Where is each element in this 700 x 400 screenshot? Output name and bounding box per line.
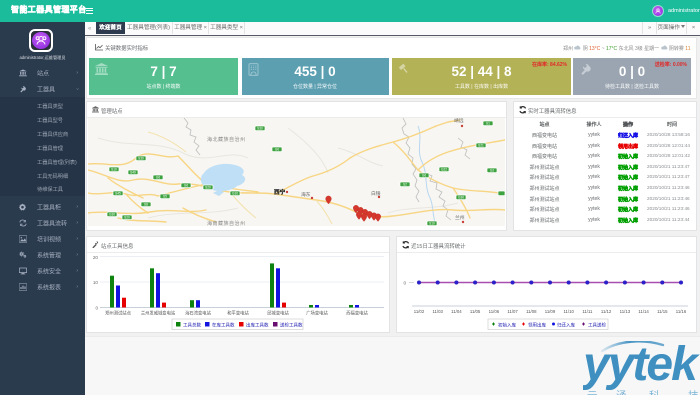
svg-text:S20: S20 [124,216,130,220]
svg-text:S30: S30 [138,157,144,161]
svg-text:S45: S45 [115,192,121,196]
svg-text:11/04: 11/04 [451,309,462,314]
svg-text:S30: S30 [257,127,263,131]
svg-text:11/16: 11/16 [676,309,687,314]
svg-text:S20: S20 [205,186,211,190]
svg-text:西福变电站: 西福变电站 [346,310,368,317]
svg-text:11/05: 11/05 [470,309,481,314]
svg-text:兰州发威城变电站: 兰州发威城变电站 [141,310,176,317]
svg-text:G30: G30 [458,196,464,200]
svg-text:白银: 白银 [371,190,381,197]
svg-text:送检工具数: 送检工具数 [280,321,303,328]
svg-text:11/02: 11/02 [414,309,425,314]
svg-text:11/13: 11/13 [620,309,631,314]
svg-text:广场变电站: 广场变电站 [306,310,328,317]
svg-text:G6: G6 [184,184,188,188]
svg-text:海东: 海东 [301,191,311,198]
svg-text:S10: S10 [429,222,435,226]
svg-text:G30: G30 [109,213,115,217]
svg-text:S1: S1 [486,122,490,126]
svg-text:G6: G6 [422,174,426,178]
svg-text:西宁: 西宁 [274,188,286,196]
svg-text:工具送检: 工具送检 [588,321,606,328]
svg-text:海北藏族自治州: 海北藏族自治州 [207,136,246,143]
svg-text:海南藏族自治州: 海南藏族自治州 [207,220,246,226]
svg-text:领用出库: 领用出库 [528,321,546,328]
svg-text:靖远: 靖远 [454,118,464,124]
svg-text:G2: G2 [490,169,494,173]
svg-text:11/11: 11/11 [582,309,593,314]
svg-text:工具总数: 工具总数 [183,321,201,328]
svg-text:S8: S8 [144,203,148,207]
svg-text:0: 0 [403,281,406,286]
svg-text:11/07: 11/07 [507,309,518,314]
svg-text:11/03: 11/03 [432,309,443,314]
svg-text:S49: S49 [130,171,136,175]
svg-text:S5: S5 [163,195,167,199]
svg-text:11/06: 11/06 [489,309,500,314]
svg-text:0: 0 [95,306,98,311]
svg-text:兰州: 兰州 [455,214,465,221]
svg-text:S2: S2 [403,183,407,187]
svg-text:初始入库: 初始入库 [498,321,516,328]
svg-text:G0: G0 [275,148,279,152]
svg-text:和平变电站: 和平变电站 [227,310,249,317]
svg-text:S10: S10 [111,168,117,172]
svg-text:G10: G10 [232,192,238,196]
svg-text:11/10: 11/10 [563,309,574,314]
svg-text:10: 10 [93,280,99,285]
svg-text:20: 20 [93,255,99,260]
svg-text:邱城变电站: 邱城变电站 [267,310,289,317]
svg-text:出库工具数: 出库工具数 [246,321,269,328]
svg-text:11/15: 11/15 [657,309,668,314]
svg-text:11/14: 11/14 [638,309,649,314]
svg-text:11/12: 11/12 [601,309,612,314]
svg-text:在库工具数: 在库工具数 [212,321,235,328]
svg-text:G22: G22 [441,168,447,172]
svg-text:郑州测试站点: 郑州测试站点 [105,310,131,317]
svg-text:海石湾变电站: 海石湾变电站 [185,310,211,317]
svg-text:G6: G6 [156,176,160,180]
svg-text:S21: S21 [478,144,484,148]
svg-text:归还入库: 归还入库 [557,321,575,328]
svg-text:11/09: 11/09 [545,309,556,314]
svg-text:11/08: 11/08 [526,309,537,314]
